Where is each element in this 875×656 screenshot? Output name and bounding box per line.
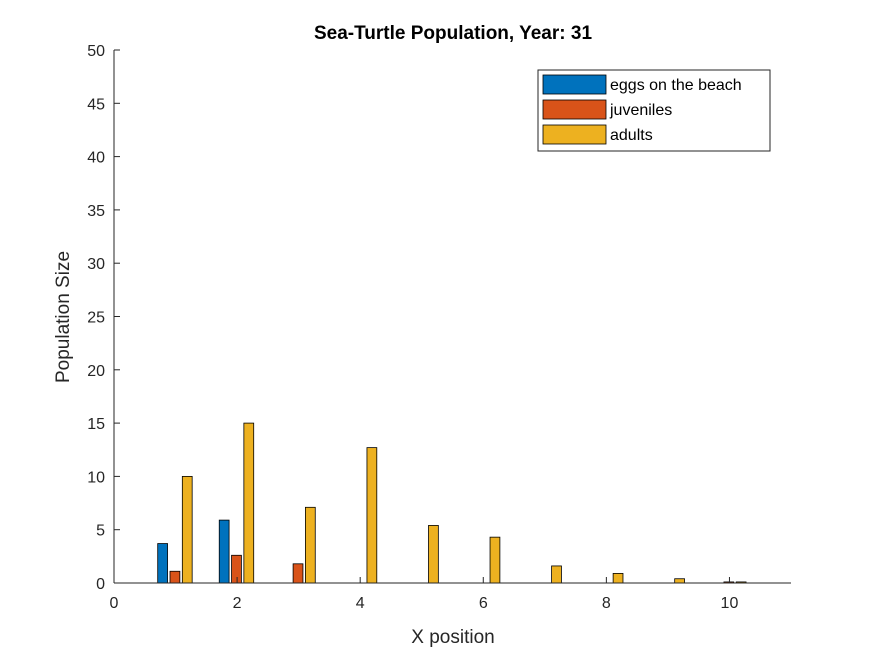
legend-label-adults: adults	[610, 127, 653, 144]
x-axis-label: X position	[411, 627, 494, 648]
chart-title: Sea-Turtle Population, Year: 31	[314, 23, 592, 44]
bar-adults-x9	[674, 578, 685, 584]
y-tick-label-20: 20	[87, 363, 105, 380]
legend-swatch-eggs-on-the-beach	[542, 74, 607, 95]
bar-adults-x4	[366, 447, 378, 584]
bar-juveniles-x3	[292, 563, 304, 584]
bar-adults-x2	[243, 422, 255, 584]
y-tick-label-5: 5	[96, 523, 105, 540]
y-tick-label-25: 25	[87, 310, 105, 327]
y-tick-label-10: 10	[87, 469, 105, 486]
x-tick-label-10: 10	[721, 595, 739, 612]
y-tick-label-30: 30	[87, 256, 105, 273]
bar-juveniles-x2	[231, 554, 242, 584]
x-tick-label-6: 6	[479, 595, 488, 612]
bar-adults-x8	[612, 573, 624, 584]
x-tick-label-2: 2	[233, 595, 242, 612]
y-tick-label-50: 50	[87, 43, 105, 60]
bar-eggs-on-the-beach-x1	[157, 543, 168, 584]
y-tick-label-40: 40	[87, 150, 105, 167]
legend-swatch-juveniles	[542, 99, 607, 120]
bar-adults-x3	[305, 506, 316, 584]
bar-juveniles-x1	[169, 570, 181, 584]
plot-area: 0 5 10 15 20 25 30 35 40 45 50 0 2 4 6 8 10	[87, 43, 791, 612]
bar-adults-x5	[428, 525, 439, 584]
x-tick-label-8: 8	[602, 595, 611, 612]
bar-eggs-on-the-beach-x2	[218, 519, 230, 584]
legend: eggs on the beach juveniles adults	[537, 69, 771, 152]
legend-label-juveniles: juveniles	[609, 102, 672, 119]
y-tick-label-0: 0	[96, 576, 105, 593]
legend-swatch-adults	[542, 124, 607, 145]
y-tick-label-45: 45	[87, 96, 105, 113]
bar-adults-x7	[551, 565, 562, 584]
y-tick-label-35: 35	[87, 203, 105, 220]
bar-adults-x6	[489, 536, 501, 584]
legend-label-eggs-on-the-beach: eggs on the beach	[610, 77, 742, 94]
y-axis-label: Population Size	[53, 251, 74, 383]
bar-adults-x1	[181, 475, 193, 584]
x-tick-label-0: 0	[110, 595, 119, 612]
y-tick-label-15: 15	[87, 416, 105, 433]
x-tick-label-4: 4	[356, 595, 365, 612]
